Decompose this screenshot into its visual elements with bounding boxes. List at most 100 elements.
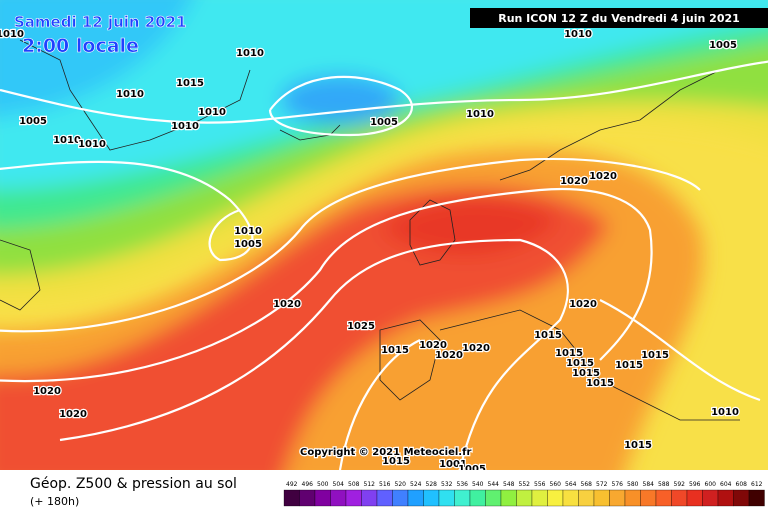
scale-label: 572 — [596, 481, 608, 488]
isobar-label: 1015 — [381, 345, 409, 356]
scale-swatch — [485, 489, 502, 507]
scale-label: 532 — [441, 481, 453, 488]
scale-swatch — [423, 489, 440, 507]
isobar-label: 1001 — [439, 459, 467, 470]
copyright: Copyright © 2021 Meteociel.fr — [300, 447, 471, 458]
scale-swatch — [748, 489, 765, 507]
isobar-label: 1020 — [435, 350, 463, 361]
scale-label: 528 — [426, 481, 438, 488]
scale-label: 596 — [689, 481, 701, 488]
isobar-label: 1020 — [33, 386, 61, 397]
scale-swatch — [345, 489, 362, 507]
map-field — [0, 0, 768, 470]
scale-swatch — [562, 489, 579, 507]
scale-swatch — [686, 489, 703, 507]
scale-label: 580 — [627, 481, 639, 488]
scale-label: 512 — [364, 481, 376, 488]
isobar-label: 1010 — [236, 48, 264, 59]
scale-swatch — [299, 489, 316, 507]
isobar-label: 1010 — [0, 29, 24, 40]
scale-label: 500 — [317, 481, 329, 488]
scale-label: 536 — [457, 481, 469, 488]
scale-swatch — [330, 489, 347, 507]
scale-label: 564 — [565, 481, 577, 488]
scale-swatch — [407, 489, 424, 507]
scale-swatch — [702, 489, 719, 507]
isobar-label: 1015 — [572, 368, 600, 379]
isobar-label: 1020 — [462, 343, 490, 354]
scale-label: 604 — [720, 481, 732, 488]
isobar-label: 1020 — [419, 340, 447, 351]
isobar-label: 1015 — [382, 456, 410, 467]
isobar-label: 1010 — [116, 89, 144, 100]
scale-label: 600 — [705, 481, 717, 488]
isobar-label: 1010 — [171, 121, 199, 132]
isobar-label: 1005 — [19, 116, 47, 127]
isobars — [0, 60, 768, 470]
isobar-label: 1010 — [564, 29, 592, 40]
isobar-label: 1020 — [589, 171, 617, 182]
scale-swatch — [593, 489, 610, 507]
scale-swatch — [376, 489, 393, 507]
scale-swatch — [469, 489, 486, 507]
scale-label: 516 — [379, 481, 391, 488]
isobar-label: 1010 — [711, 407, 739, 418]
scale-label: 496 — [302, 481, 314, 488]
scale-label: 592 — [674, 481, 686, 488]
scale-label: 504 — [333, 481, 345, 488]
run-info: Run ICON 12 Z du Vendredi 4 juin 2021 — [498, 12, 740, 25]
isobar-label: 1015 — [615, 360, 643, 371]
scale-label: 520 — [395, 481, 407, 488]
scale-swatch — [655, 489, 672, 507]
isobar-label: 1015 — [641, 350, 669, 361]
scale-swatch — [283, 489, 300, 507]
scale-label: 492 — [286, 481, 298, 488]
scale-label: 568 — [581, 481, 593, 488]
scale-label: 556 — [534, 481, 546, 488]
forecast-date: Samedi 12 juin 2021 — [14, 13, 187, 31]
scale-swatch — [671, 489, 688, 507]
scale-swatch — [578, 489, 595, 507]
scale-swatch — [500, 489, 517, 507]
scale-swatch — [609, 489, 626, 507]
isobar-label: 1020 — [59, 409, 87, 420]
scale-label: 508 — [348, 481, 360, 488]
scale-swatch — [314, 489, 331, 507]
scale-label: 588 — [658, 481, 670, 488]
scale-swatch — [438, 489, 455, 507]
scale-label: 612 — [751, 481, 763, 488]
scale-swatch — [733, 489, 750, 507]
scale-label: 552 — [519, 481, 531, 488]
isobar-label: 1010 — [78, 139, 106, 150]
isobar-label: 1020 — [273, 299, 301, 310]
scale-swatch — [547, 489, 564, 507]
isobar-label: 1005 — [709, 40, 737, 51]
scale-label: 524 — [410, 481, 422, 488]
scale-swatch — [454, 489, 471, 507]
scale-label: 608 — [736, 481, 748, 488]
scale-swatch — [361, 489, 378, 507]
isobar-label: 1015 — [534, 330, 562, 341]
isobar-label: 1010 — [466, 109, 494, 120]
scale-label: 560 — [550, 481, 562, 488]
legend-title: Géop. Z500 & pression au sol — [30, 476, 237, 492]
isobar-label: 1020 — [569, 299, 597, 310]
scale-swatch — [392, 489, 409, 507]
isobar-label: 1005 — [370, 117, 398, 128]
isobar-label: 1015 — [566, 358, 594, 369]
legend-subtitle: (+ 180h) — [30, 495, 79, 508]
scale-label: 584 — [643, 481, 655, 488]
run-box — [470, 8, 768, 28]
scale-label: 540 — [472, 481, 484, 488]
scale-swatch — [640, 489, 657, 507]
isobar-label: 1020 — [560, 176, 588, 187]
scale-label: 544 — [488, 481, 500, 488]
isobar-label: 1025 — [347, 321, 375, 332]
scale-swatch — [531, 489, 548, 507]
coastlines — [0, 39, 740, 421]
isobar-label: 1015 — [624, 440, 652, 451]
scale-swatch — [624, 489, 641, 507]
isobar-label: 1015 — [176, 78, 204, 89]
